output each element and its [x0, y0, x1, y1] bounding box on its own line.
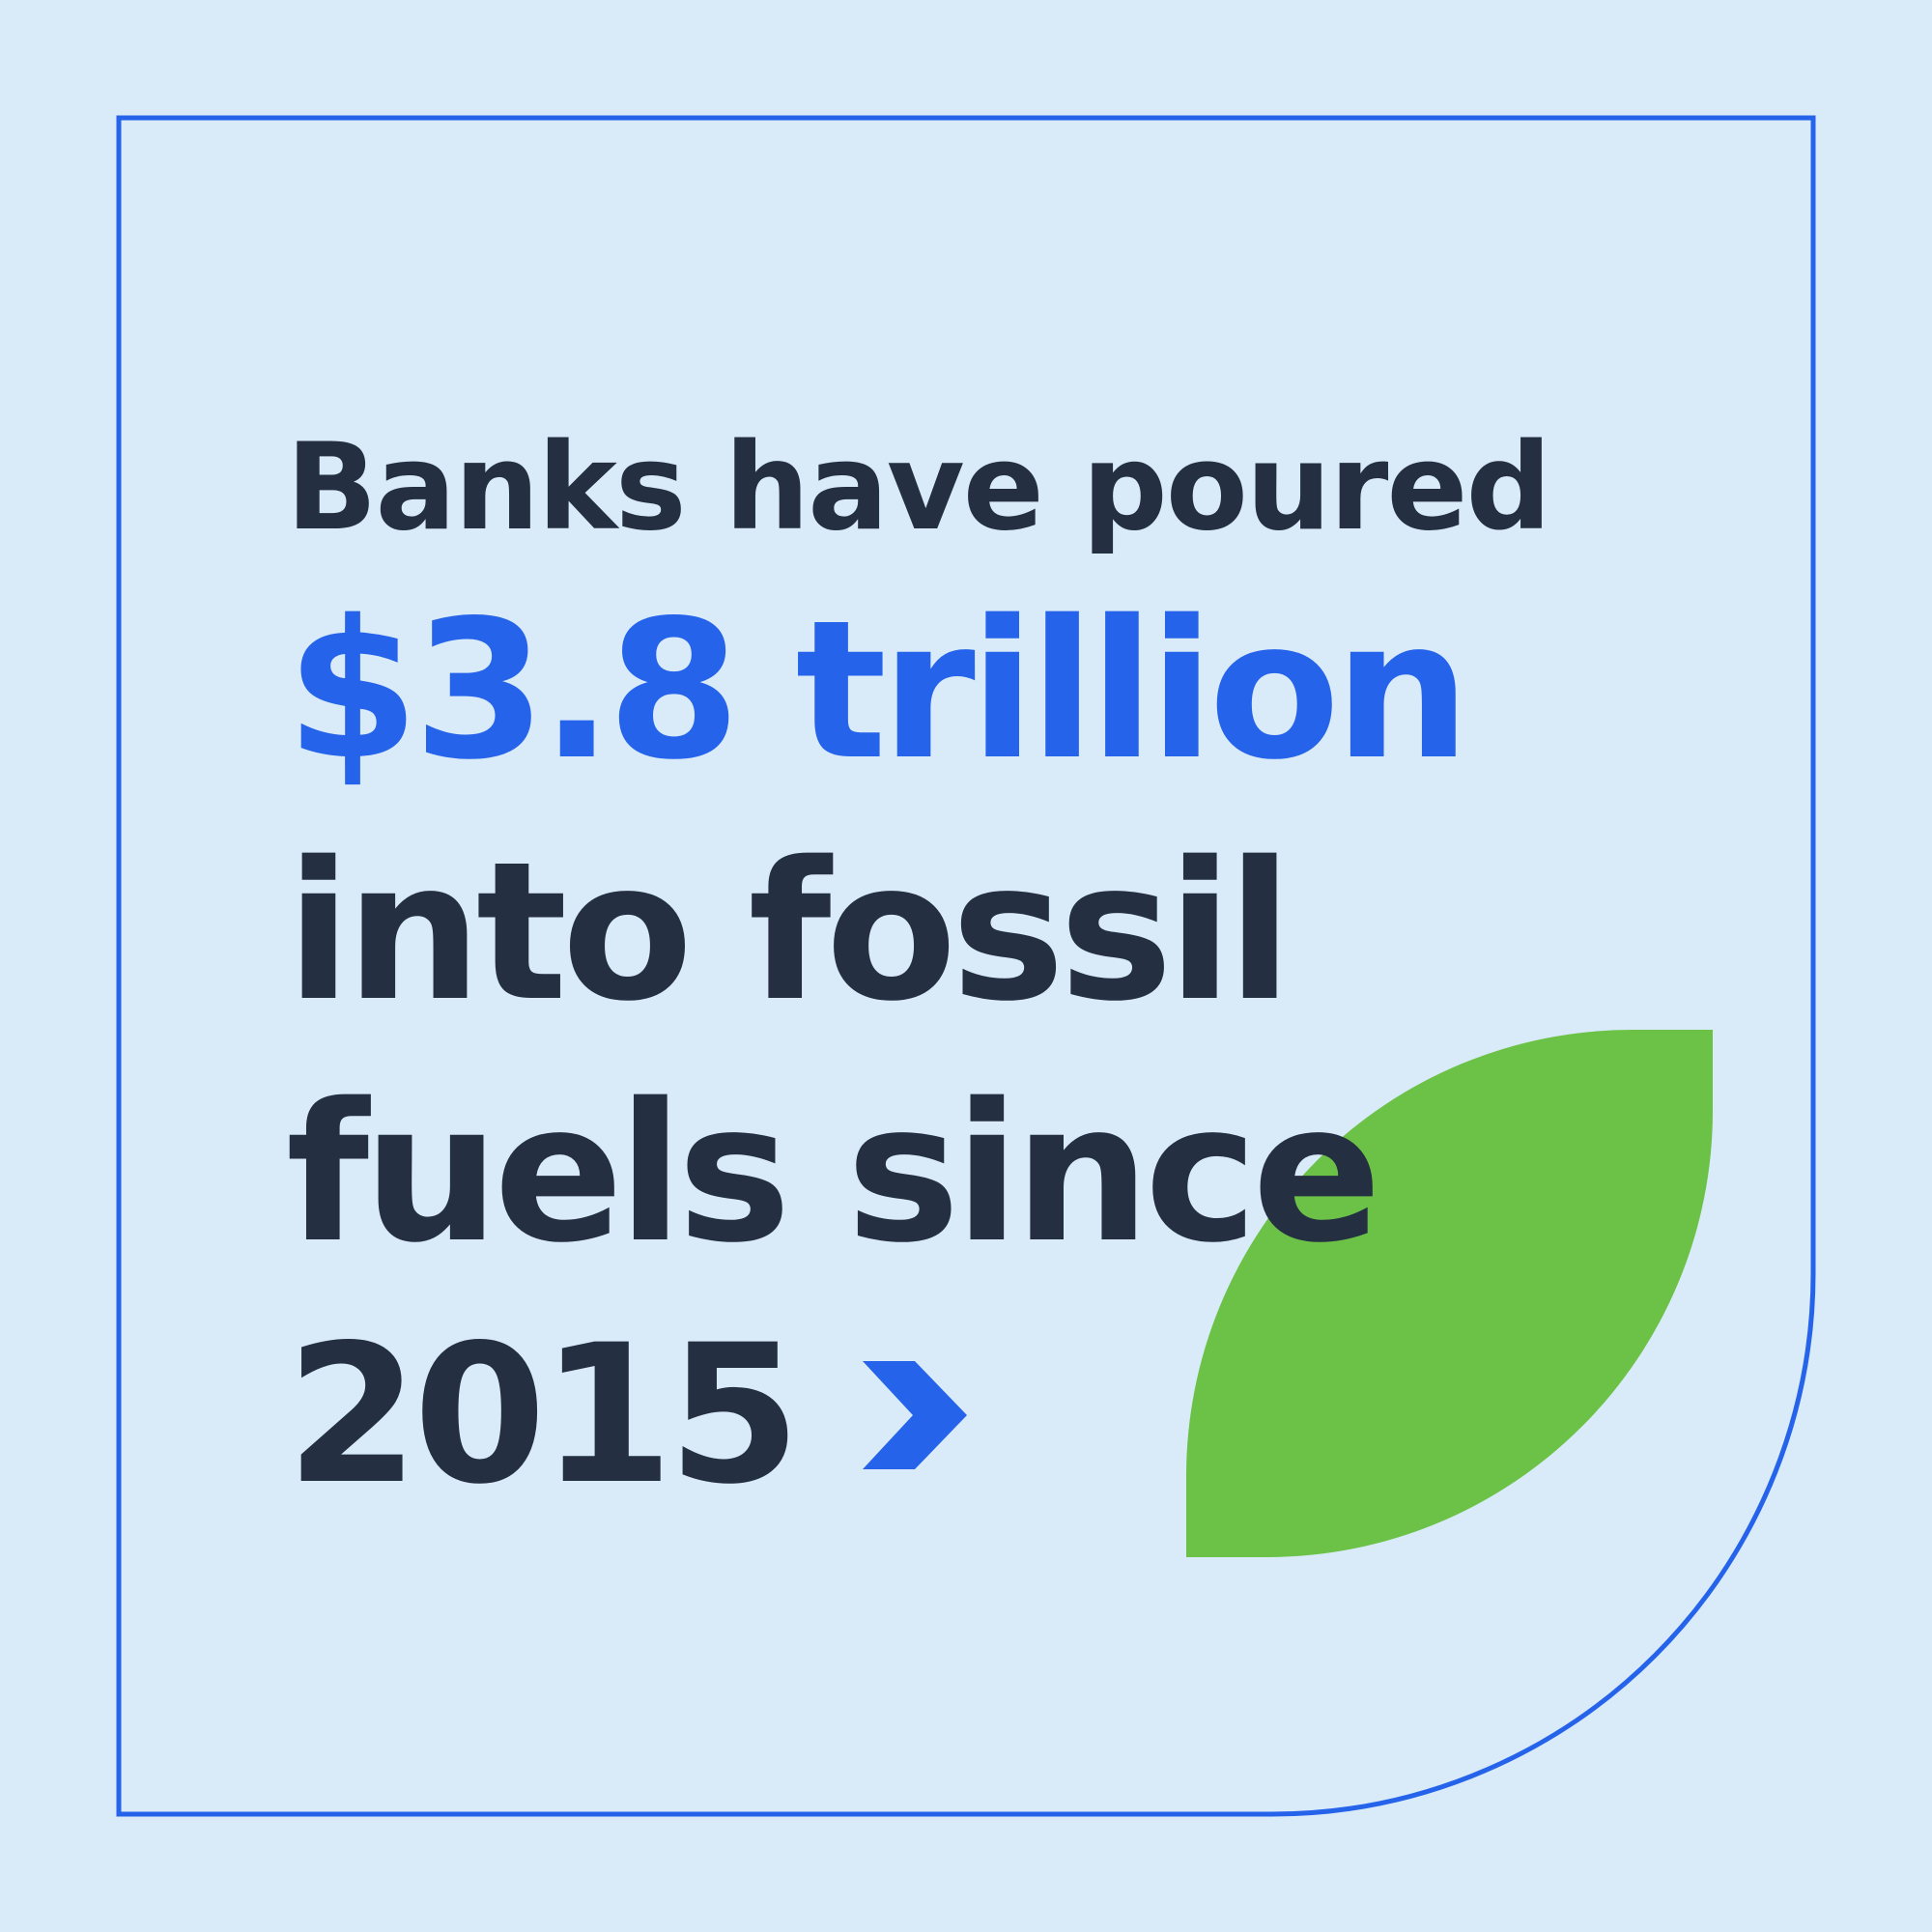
headline-line-4: fuels since: [286, 1062, 1381, 1285]
headline: Banks have poured $3.8 trillion into fos…: [286, 406, 1638, 1536]
headline-line-3: into fossil: [286, 820, 1293, 1043]
headline-line-5-row: 2015: [286, 1294, 1638, 1536]
headline-amount: $3.8 trillion: [286, 579, 1470, 802]
chevron-right-icon[interactable]: [863, 1360, 969, 1469]
headline-line-1: Banks have poured: [286, 418, 1551, 557]
headline-year: 2015: [286, 1303, 801, 1526]
